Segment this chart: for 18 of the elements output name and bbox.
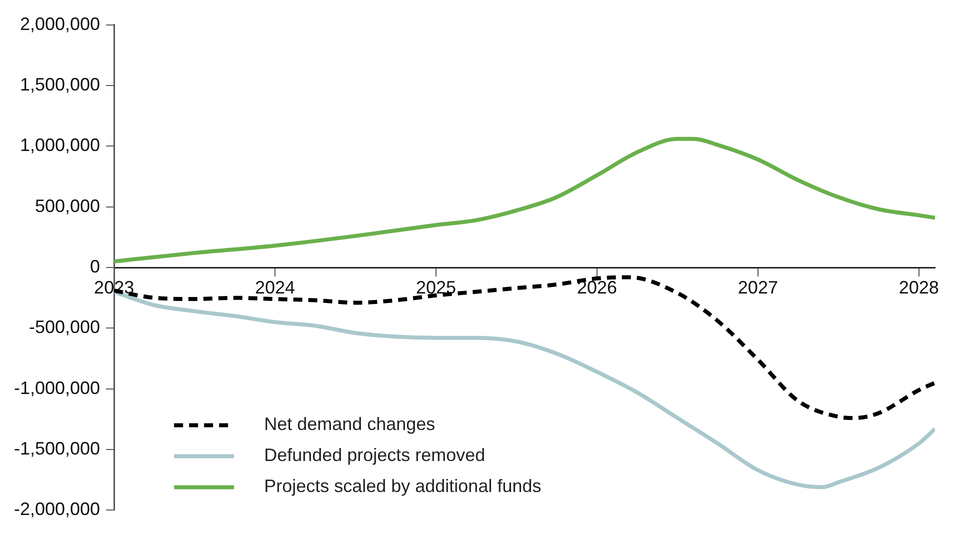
y-tick-label: 2,000,000	[20, 14, 100, 34]
x-tick-label: 2026	[576, 277, 617, 298]
x-tick-label: 2027	[738, 277, 778, 298]
legend-label: Net demand changes	[264, 414, 436, 434]
legend-label: Defunded projects removed	[264, 445, 486, 466]
line-series	[114, 136, 935, 264]
legend-label: Projects scaled by additional funds	[264, 476, 542, 496]
y-tick-label: -1,000,000	[14, 378, 100, 398]
y-tick-label: -2,000,000	[14, 499, 100, 520]
y-tick-label: 1,000,000	[20, 135, 100, 156]
x-tick-label: 2024	[255, 277, 296, 298]
x-tick-label: 2025	[416, 277, 456, 298]
y-tick-label: -500,000	[29, 317, 100, 338]
y-tick-label: -1,500,000	[14, 438, 100, 458]
x-tick-label: 2028	[898, 277, 939, 298]
y-tick-label: 1,500,000	[20, 74, 100, 94]
y-tick-label: 0	[90, 256, 100, 276]
y-tick-label: 500,000	[34, 196, 100, 216]
